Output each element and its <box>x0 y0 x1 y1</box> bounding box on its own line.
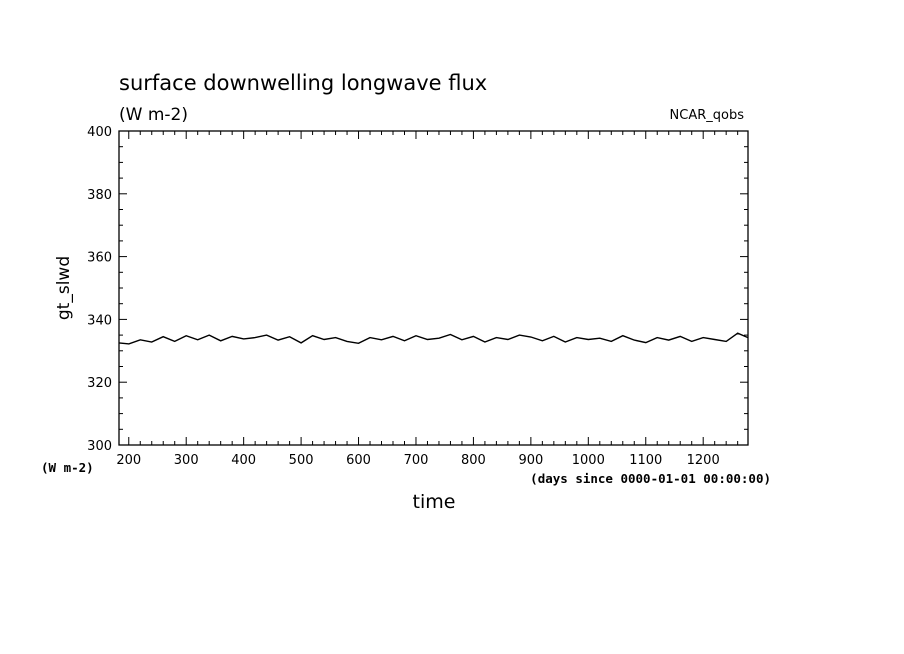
x-tick-label: 1200 <box>687 453 720 468</box>
y-axis-units: (W m-2) <box>41 460 94 475</box>
y-tick-label: 380 <box>87 188 112 203</box>
y-tick-label: 400 <box>87 125 112 140</box>
x-tick-label: 500 <box>289 453 314 468</box>
axis-ticks <box>119 130 748 446</box>
dataset-tag: NCAR_qobs <box>670 108 745 123</box>
x-axis-label: time <box>413 491 456 513</box>
x-tick-label: 300 <box>174 453 199 468</box>
x-tick-label: 800 <box>461 453 486 468</box>
y-tick-labels: 300 320 340 360 380 400 <box>87 125 112 454</box>
x-tick-label: 200 <box>116 453 141 468</box>
x-tick-label: 400 <box>231 453 256 468</box>
y-tick-label: 320 <box>87 376 112 391</box>
x-tick-label: 1100 <box>629 453 662 468</box>
x-tick-label: 600 <box>346 453 371 468</box>
y-axis-label: gt_slwd <box>54 256 74 320</box>
x-tick-label: 1000 <box>572 453 605 468</box>
x-tick-labels: 200 300 400 500 600 700 800 900 1000 1100 1200 <box>116 453 719 468</box>
chart-title: surface downwelling longwave flux <box>119 71 487 95</box>
x-tick-label: 700 <box>404 453 429 468</box>
chart-subtitle: (W m-2) <box>119 105 188 125</box>
y-tick-label: 360 <box>87 251 112 266</box>
x-axis-units: (days since 0000-01-01 00:00:00) <box>530 471 771 486</box>
x-tick-label: 900 <box>518 453 543 468</box>
series-line <box>118 332 749 345</box>
y-tick-label: 340 <box>87 313 112 328</box>
plot-frame <box>118 130 749 446</box>
y-tick-label: 300 <box>87 439 112 454</box>
